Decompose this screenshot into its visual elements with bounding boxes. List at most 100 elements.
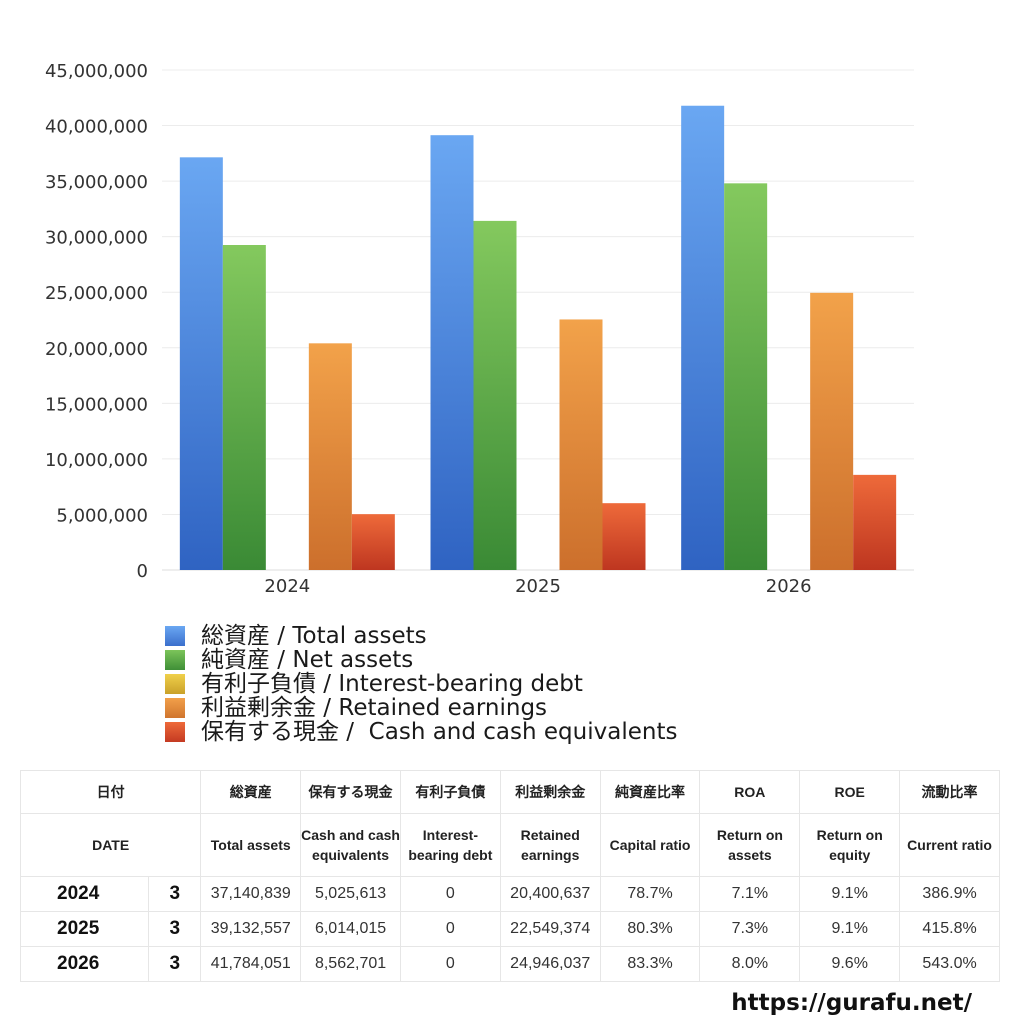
legend-item-total-assets: 総資産 / Total assets: [165, 624, 677, 648]
table-row: 2025 3 39,132,557 6,014,015 0 22,549,374…: [19, 911, 1000, 947]
y-tick-label: 45,000,000: [45, 61, 148, 82]
table-header-cell: Cash and cash equivalents: [300, 813, 401, 877]
bar: [724, 183, 768, 571]
table-cell: 9.6%: [799, 946, 901, 982]
table-cell: 0: [399, 946, 501, 982]
table-header-cell: DATE: [19, 813, 202, 877]
legend-swatch: [165, 722, 185, 742]
legend-swatch: [165, 626, 185, 646]
table-cell: 0: [399, 911, 501, 947]
bar-chart: 0 5,000,000 10,000,000 15,000,000 20,000,000…: [45, 61, 914, 597]
table-cell: 24,946,037: [499, 946, 601, 982]
table-cell-year: 2025: [19, 911, 150, 947]
table-cell: 7.3%: [699, 911, 801, 947]
bars: [179, 105, 897, 571]
legend-item-net-assets: 純資産 / Net assets: [165, 648, 677, 672]
y-tick-label: 40,000,000: [45, 117, 148, 138]
legend-label: 有利子負債 / Interest-bearing debt: [201, 671, 583, 697]
x-tick-label: 2024: [264, 576, 310, 597]
table-cell: 415.8%: [899, 911, 1000, 947]
bar: [430, 135, 474, 570]
legend-label: 利益剰余金 / Retained earnings: [201, 695, 548, 721]
table-header-cell: Current ratio: [899, 813, 1000, 877]
table-header-cell: Capital ratio: [599, 813, 701, 877]
y-tick-label: 25,000,000: [45, 283, 148, 304]
table-header-cell: 保有する現金: [300, 770, 401, 814]
legend-swatch: [165, 698, 185, 718]
bar: [179, 157, 223, 570]
table-cell: 20,400,637: [499, 876, 601, 912]
y-tick-label: 5,000,000: [56, 505, 148, 526]
y-tick-label: 35,000,000: [45, 172, 148, 193]
table-header-cell: 日付: [19, 770, 202, 814]
table-cell-month: 3: [148, 946, 202, 982]
bar: [810, 292, 854, 570]
table-header-row-jp: 日付 総資産 保有する現金 有利子負債 利益剰余金 純資産比率 ROA ROE …: [19, 770, 1000, 814]
table-cell: 5,025,613: [300, 876, 401, 912]
chart-legend: 総資産 / Total assets 純資産 / Net assets 有利子負…: [165, 624, 677, 744]
legend-swatch: [165, 674, 185, 694]
financial-table: 日付 総資産 保有する現金 有利子負債 利益剰余金 純資産比率 ROA ROE …: [19, 770, 1000, 982]
table-cell: 7.1%: [699, 876, 801, 912]
table-cell: 6,014,015: [300, 911, 401, 947]
bar: [559, 319, 603, 570]
table-cell: 37,140,839: [200, 876, 302, 912]
site-url-link[interactable]: https://gurafu.net/: [731, 990, 972, 1016]
legend-item-retained-earnings: 利益剰余金 / Retained earnings: [165, 696, 677, 720]
bar: [602, 503, 646, 570]
bar: [308, 343, 352, 570]
bar: [853, 474, 897, 570]
table-cell: 78.7%: [599, 876, 701, 912]
x-tick-label: 2025: [515, 576, 561, 597]
table-cell-month: 3: [148, 911, 202, 947]
table-cell: 9.1%: [799, 876, 901, 912]
legend-swatch: [165, 650, 185, 670]
y-tick-label: 10,000,000: [45, 450, 148, 471]
table-cell: 8.0%: [699, 946, 801, 982]
table-header-cell: 純資産比率: [599, 770, 701, 814]
table-cell: 543.0%: [899, 946, 1000, 982]
table-header-row-en: DATE Total assets Cash and cash equivale…: [19, 813, 1000, 877]
x-tick-label: 2026: [766, 576, 812, 597]
table-cell: 80.3%: [599, 911, 701, 947]
table-header-cell: ROA: [699, 770, 801, 814]
y-axis-ticks: 0 5,000,000 10,000,000 15,000,000 20,000,000…: [45, 61, 148, 582]
table-header-cell: 総資産: [200, 770, 302, 814]
legend-label: 純資産 / Net assets: [201, 647, 414, 673]
table-header-cell: 利益剰余金: [499, 770, 601, 814]
bar: [473, 220, 517, 570]
legend-label: 総資産 / Total assets: [201, 623, 427, 649]
bar: [681, 105, 725, 571]
grid-lines: [162, 69, 914, 571]
y-tick-label: 20,000,000: [45, 339, 148, 360]
table-cell: 39,132,557: [200, 911, 302, 947]
table-header-cell: Total assets: [200, 813, 302, 877]
table-cell: 0: [399, 876, 501, 912]
table-cell: 83.3%: [599, 946, 701, 982]
table-cell-month: 3: [148, 876, 202, 912]
table-header-cell: 有利子負債: [399, 770, 501, 814]
table-header-cell: ROE: [799, 770, 901, 814]
x-axis-ticks: 2024 2025 2026: [264, 576, 811, 597]
table-header-cell: Interest-bearing debt: [399, 813, 501, 877]
table-cell-year: 2026: [19, 946, 150, 982]
table-cell: 8,562,701: [300, 946, 401, 982]
table-header-cell: Retained earnings: [499, 813, 601, 877]
bar: [351, 514, 395, 570]
table-cell-year: 2024: [19, 876, 150, 912]
legend-label: 保有する現金 / Cash and cash equivalents: [201, 719, 678, 745]
table-header-cell: 流動比率: [899, 770, 1000, 814]
y-tick-label: 0: [137, 561, 148, 582]
table-row: 2024 3 37,140,839 5,025,613 0 20,400,637…: [19, 876, 1000, 912]
legend-item-cash: 保有する現金 / Cash and cash equivalents: [165, 720, 677, 744]
table-header-cell: Return on assets: [699, 813, 801, 877]
y-tick-label: 30,000,000: [45, 228, 148, 249]
table-row: 2026 3 41,784,051 8,562,701 0 24,946,037…: [19, 946, 1000, 982]
bar: [222, 245, 266, 570]
table-cell: 9.1%: [799, 911, 901, 947]
table-cell: 22,549,374: [499, 911, 601, 947]
y-tick-label: 15,000,000: [45, 394, 148, 415]
legend-item-interest-bearing-debt: 有利子負債 / Interest-bearing debt: [165, 672, 677, 696]
table-cell: 386.9%: [899, 876, 1000, 912]
table-header-cell: Return on equity: [799, 813, 901, 877]
